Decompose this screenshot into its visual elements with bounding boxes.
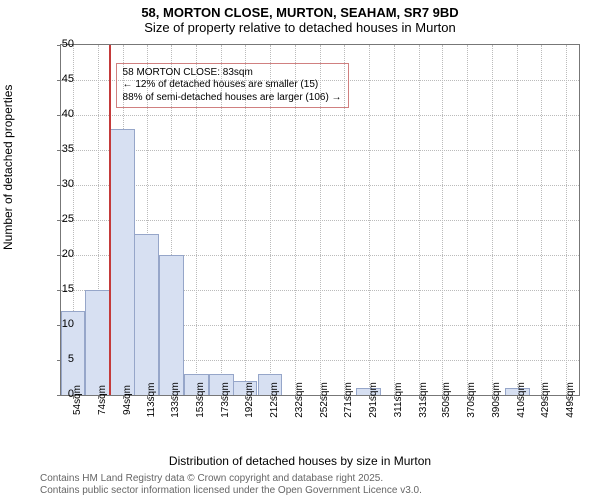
gridline-v [442, 45, 443, 395]
ytick-label: 0 [44, 388, 74, 400]
title-line2: Size of property relative to detached ho… [144, 20, 455, 35]
xtick-label: 390sqm [491, 382, 502, 418]
gridline-v [541, 45, 542, 395]
xtick-label: 291sqm [368, 382, 379, 418]
xtick-label: 252sqm [319, 382, 330, 418]
xtick-label: 370sqm [466, 382, 477, 418]
xtick-label: 311sqm [393, 383, 404, 418]
footer-line1: Contains HM Land Registry data © Crown c… [40, 473, 383, 484]
footer-attribution: Contains HM Land Registry data © Crown c… [40, 473, 422, 496]
gridline-v [419, 45, 420, 395]
annot-line: ← 12% of detached houses are smaller (15… [123, 79, 319, 90]
xtick-label: 232sqm [294, 382, 305, 418]
ytick-label: 10 [44, 318, 74, 330]
xtick-label: 429sqm [540, 382, 551, 418]
footer-line2: Contains public sector information licen… [40, 485, 422, 496]
annot-line: 88% of semi-detached houses are larger (… [123, 92, 342, 103]
gridline-v [394, 45, 395, 395]
annotation-box: 58 MORTON CLOSE: 83sqm← 12% of detached … [116, 63, 349, 109]
plot-area: 58 MORTON CLOSE: 83sqm← 12% of detached … [60, 44, 580, 396]
ytick-label: 35 [44, 143, 74, 155]
gridline-v [566, 45, 567, 395]
xtick-label: 271sqm [343, 382, 354, 418]
ytick-label: 30 [44, 178, 74, 190]
xtick-label: 449sqm [565, 382, 576, 418]
xtick-label: 173sqm [220, 382, 231, 418]
histogram-bar [134, 234, 159, 395]
ytick-label: 40 [44, 108, 74, 120]
y-axis-label: Number of detached properties [1, 85, 15, 250]
gridline-v [492, 45, 493, 395]
xtick-label: 54sqm [72, 385, 83, 415]
ytick-label: 45 [44, 73, 74, 85]
xtick-label: 331sqm [418, 382, 429, 418]
title-line1: 58, MORTON CLOSE, MURTON, SEAHAM, SR7 9B… [141, 5, 458, 20]
gridline-v [369, 45, 370, 395]
ytick-label: 25 [44, 213, 74, 225]
xtick-label: 74sqm [97, 385, 108, 415]
ytick-label: 15 [44, 283, 74, 295]
xtick-label: 410sqm [516, 382, 527, 418]
xtick-label: 133sqm [170, 382, 181, 418]
ytick-label: 20 [44, 248, 74, 260]
x-axis-label: Distribution of detached houses by size … [0, 454, 600, 468]
xtick-label: 350sqm [441, 382, 452, 418]
xtick-label: 212sqm [269, 382, 280, 418]
histogram-bar [159, 255, 184, 395]
annot-line: 58 MORTON CLOSE: 83sqm [123, 67, 253, 78]
gridline-v [517, 45, 518, 395]
histogram-bar [85, 290, 110, 395]
xtick-label: 94sqm [122, 385, 133, 415]
reference-line [109, 45, 111, 395]
ytick-label: 50 [44, 38, 74, 50]
histogram-bar [110, 129, 135, 395]
xtick-label: 192sqm [244, 382, 255, 418]
ytick-label: 5 [44, 353, 74, 365]
xtick-label: 153sqm [195, 382, 206, 418]
chart-title: 58, MORTON CLOSE, MURTON, SEAHAM, SR7 9B… [0, 6, 600, 36]
gridline-v [467, 45, 468, 395]
xtick-label: 113sqm [146, 383, 157, 418]
